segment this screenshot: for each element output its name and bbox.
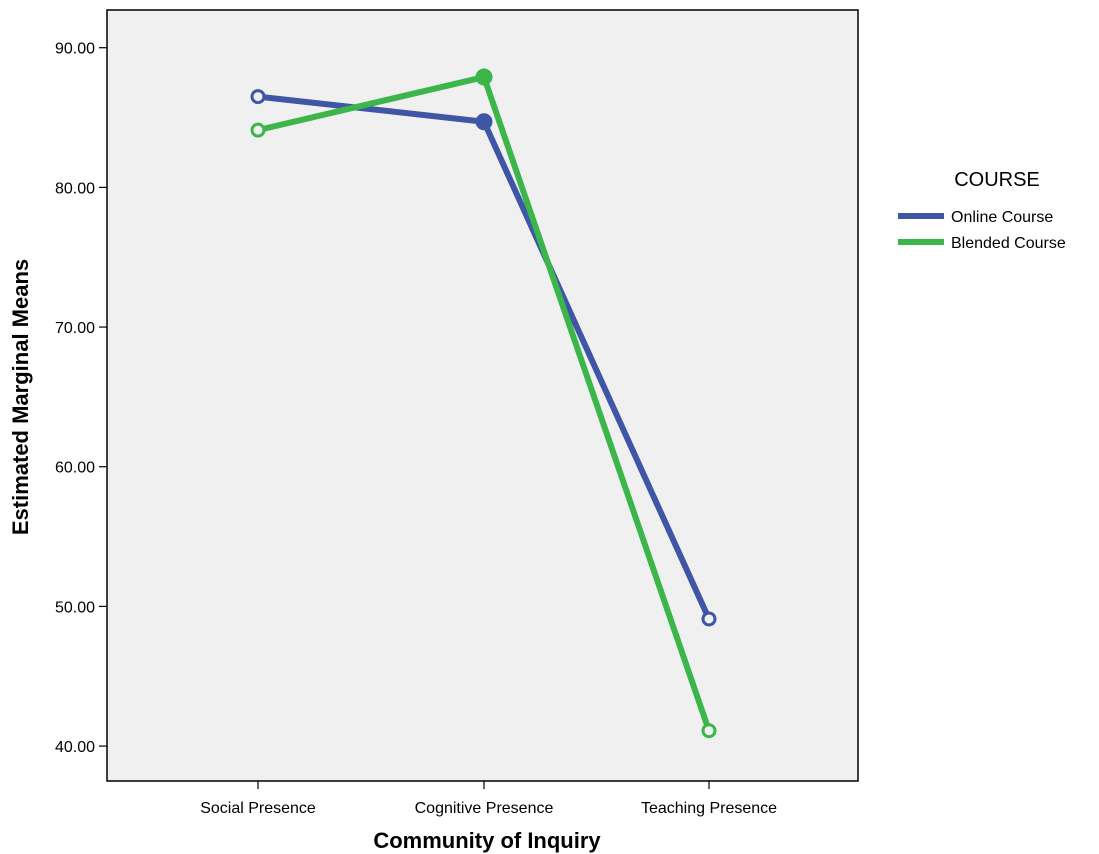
data-point (475, 113, 493, 131)
x-axis-title: Community of Inquiry (373, 828, 601, 853)
y-tick-label: 70.00 (55, 320, 95, 337)
legend-title: COURSE (954, 169, 1040, 191)
y-tick-label: 40.00 (55, 739, 95, 756)
y-tick-label: 80.00 (55, 180, 95, 197)
y-tick-label: 90.00 (55, 41, 95, 58)
y-axis: 40.00 50.00 60.00 70.00 80.00 90.00 (55, 41, 107, 756)
series-layer (250, 68, 717, 739)
y-tick-label: 60.00 (55, 460, 95, 477)
data-point (701, 723, 717, 739)
x-tick-label: Cognitive Presence (415, 800, 554, 817)
legend: COURSE Online Course Blended Course (898, 169, 1066, 252)
data-point (250, 122, 266, 138)
y-axis-title: Estimated Marginal Means (8, 259, 33, 535)
data-point (250, 89, 266, 105)
x-tick-label: Social Presence (200, 800, 316, 817)
x-axis: Social Presence Cognitive Presence Teachin… (200, 781, 777, 817)
y-tick-label: 50.00 (55, 599, 95, 616)
legend-label: Online Course (951, 209, 1053, 226)
x-tick-label: Teaching Presence (641, 800, 777, 817)
data-point (701, 611, 717, 627)
legend-label: Blended Course (951, 235, 1066, 252)
plot-area (106, 9, 859, 782)
data-point (475, 68, 493, 86)
